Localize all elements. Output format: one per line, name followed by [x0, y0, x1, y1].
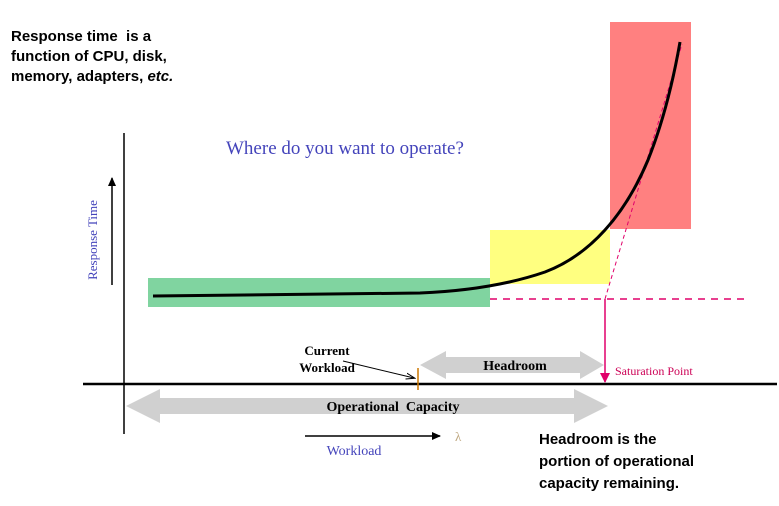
intro-note-line3-italic: etc. [147, 68, 174, 85]
operational-capacity-arrow [126, 389, 608, 423]
current-workload-label-line2: Workload [299, 360, 355, 375]
headroom-label: Headroom [483, 359, 547, 374]
intro-note-line3: memory, adapters, etc. [11, 67, 231, 87]
saturation-point-label: Saturation Point [615, 364, 693, 378]
lambda-symbol: λ [455, 429, 462, 444]
intro-note-line2: function of CPU, disk, [11, 48, 167, 65]
y-axis-label: Response Time [85, 200, 100, 280]
operating-question: Where do you want to operate? [226, 138, 464, 159]
response-time-curve [152, 41, 682, 298]
summary-note-line2: portion of operational [539, 453, 694, 470]
workload-label: Workload [327, 444, 382, 459]
intro-note: Response time is a function of CPU, disk… [11, 27, 231, 87]
intro-note-line3-text: memory, adapters, [11, 68, 148, 85]
operational-capacity-label: Operational Capacity [327, 400, 460, 415]
summary-note-line1: Headroom is the [539, 431, 657, 448]
summary-note-line3: capacity remaining. [539, 475, 680, 492]
summary-note: Headroom is the portion of operational c… [539, 429, 769, 495]
current-workload-pointer [342, 360, 414, 378]
current-workload-label-line1: Current [304, 343, 350, 358]
caution-zone [490, 230, 610, 284]
headroom-arrow [420, 351, 604, 379]
intro-note-line1: Response time is a [11, 28, 152, 45]
